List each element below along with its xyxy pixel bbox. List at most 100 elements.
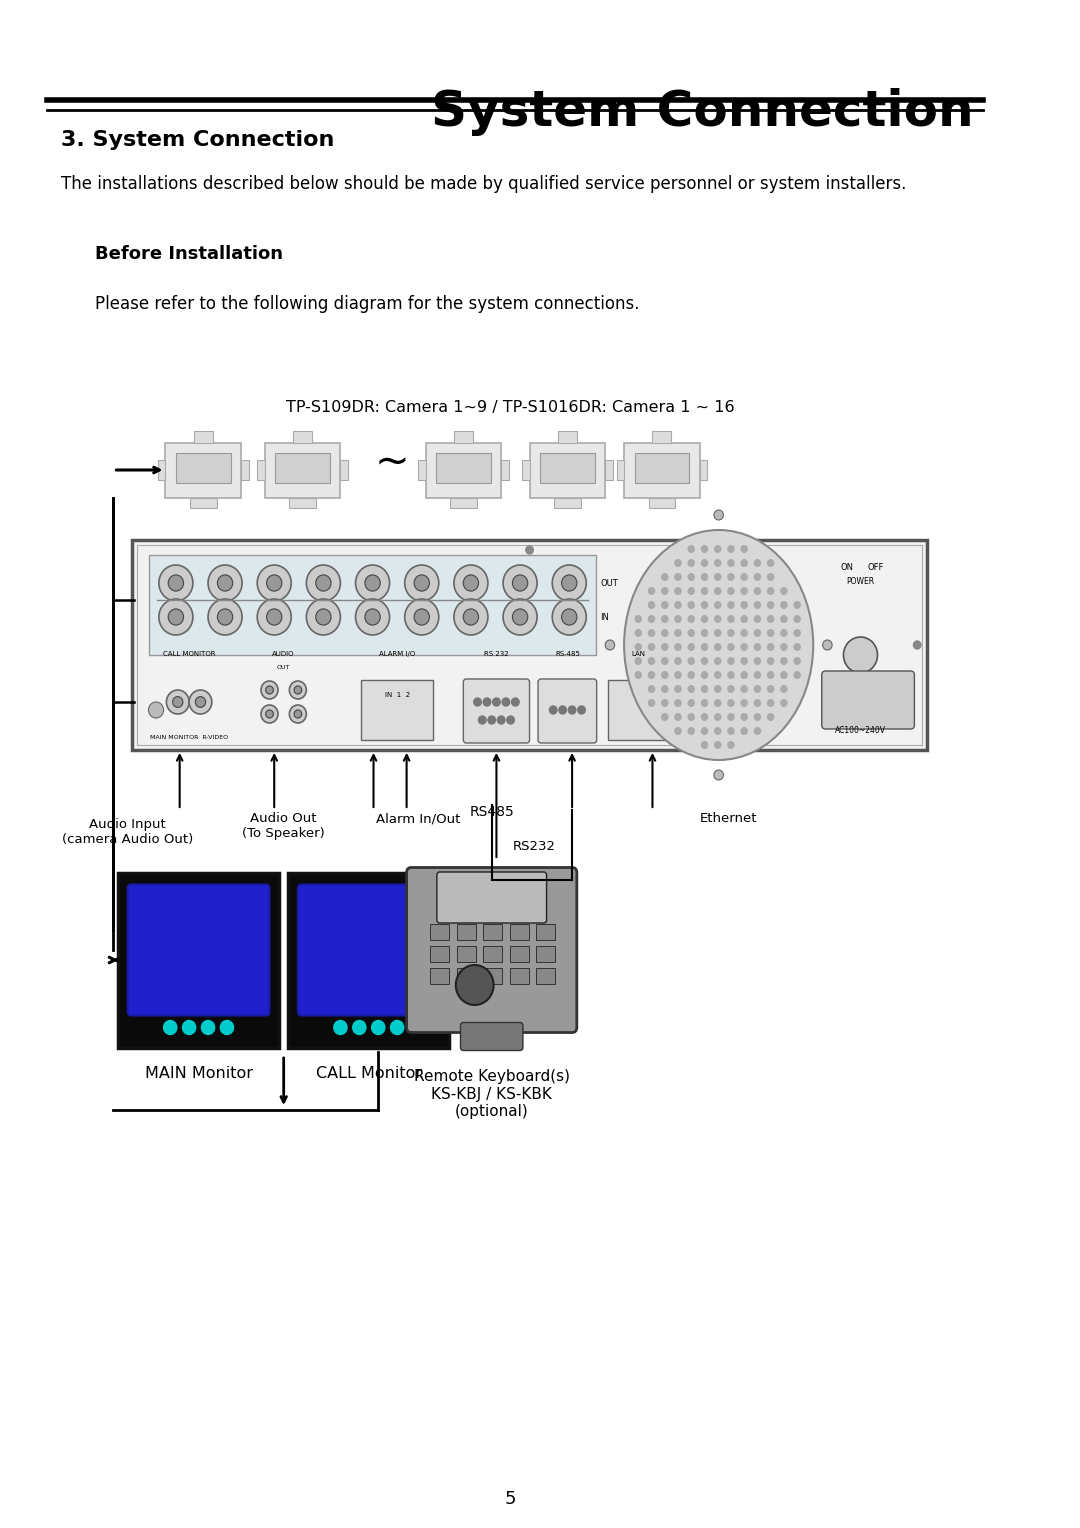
Bar xyxy=(652,431,672,443)
Circle shape xyxy=(674,685,681,694)
Bar xyxy=(426,443,501,498)
Circle shape xyxy=(648,601,656,610)
Bar xyxy=(430,924,449,940)
Circle shape xyxy=(208,565,242,601)
Text: RS485: RS485 xyxy=(470,805,514,819)
Circle shape xyxy=(562,575,577,591)
Circle shape xyxy=(741,671,748,678)
FancyBboxPatch shape xyxy=(463,678,529,743)
Bar xyxy=(540,452,595,483)
Circle shape xyxy=(767,671,774,678)
Text: Remote Keyboard(s)
KS-KBJ / KS-KBK
(optional): Remote Keyboard(s) KS-KBJ / KS-KBK (opti… xyxy=(414,1070,570,1120)
Circle shape xyxy=(741,614,748,623)
Circle shape xyxy=(688,643,696,651)
Circle shape xyxy=(843,637,878,672)
FancyBboxPatch shape xyxy=(298,885,440,1016)
Circle shape xyxy=(767,630,774,637)
Circle shape xyxy=(714,545,721,553)
Circle shape xyxy=(512,698,519,706)
Bar xyxy=(118,872,279,1048)
Bar xyxy=(430,946,449,963)
Circle shape xyxy=(754,573,761,581)
Circle shape xyxy=(173,697,183,707)
Circle shape xyxy=(661,614,669,623)
Circle shape xyxy=(741,573,748,581)
Circle shape xyxy=(353,1021,366,1034)
Circle shape xyxy=(289,704,307,723)
Bar xyxy=(536,969,555,984)
Circle shape xyxy=(741,698,748,707)
Circle shape xyxy=(488,717,496,724)
Circle shape xyxy=(767,643,774,651)
Circle shape xyxy=(168,575,184,591)
Circle shape xyxy=(674,601,681,610)
Circle shape xyxy=(701,643,708,651)
Circle shape xyxy=(727,573,734,581)
Circle shape xyxy=(648,671,656,678)
Bar xyxy=(193,431,213,443)
Circle shape xyxy=(478,717,486,724)
Circle shape xyxy=(454,599,488,636)
Circle shape xyxy=(727,587,734,594)
Circle shape xyxy=(794,614,801,623)
Bar xyxy=(558,431,577,443)
Circle shape xyxy=(767,601,774,610)
Circle shape xyxy=(166,691,189,714)
Bar xyxy=(554,498,581,507)
Circle shape xyxy=(754,614,761,623)
Circle shape xyxy=(183,1021,195,1034)
Circle shape xyxy=(463,575,478,591)
Circle shape xyxy=(767,685,774,694)
Text: Audio Input
(camera Audio Out): Audio Input (camera Audio Out) xyxy=(62,817,193,847)
Circle shape xyxy=(159,599,193,636)
Circle shape xyxy=(552,565,586,601)
Circle shape xyxy=(507,717,514,724)
Text: TP-S109DR: Camera 1~9 / TP-S1016DR: Camera 1 ~ 16: TP-S109DR: Camera 1~9 / TP-S1016DR: Came… xyxy=(286,400,734,416)
Bar xyxy=(483,946,502,963)
Bar xyxy=(288,872,449,1048)
Bar xyxy=(418,460,426,480)
Circle shape xyxy=(701,545,708,553)
Circle shape xyxy=(727,657,734,665)
Circle shape xyxy=(714,559,721,567)
Circle shape xyxy=(688,685,696,694)
Circle shape xyxy=(688,671,696,678)
Circle shape xyxy=(794,630,801,637)
Circle shape xyxy=(661,643,669,651)
Circle shape xyxy=(674,727,681,735)
Circle shape xyxy=(674,559,681,567)
Circle shape xyxy=(605,640,615,649)
Circle shape xyxy=(780,671,787,678)
Circle shape xyxy=(550,706,557,714)
Circle shape xyxy=(701,587,708,594)
Circle shape xyxy=(674,657,681,665)
Bar xyxy=(158,460,165,480)
Text: MAIN MONITOR  R-VIDEO: MAIN MONITOR R-VIDEO xyxy=(150,735,228,740)
Circle shape xyxy=(391,1021,404,1034)
Circle shape xyxy=(661,601,669,610)
Circle shape xyxy=(701,657,708,665)
Text: CALL Monitor: CALL Monitor xyxy=(315,1065,422,1080)
Circle shape xyxy=(405,599,438,636)
Circle shape xyxy=(634,643,643,651)
Circle shape xyxy=(794,601,801,610)
Circle shape xyxy=(334,1021,347,1034)
Bar xyxy=(510,969,528,984)
Circle shape xyxy=(294,686,301,694)
Bar xyxy=(289,498,315,507)
Bar xyxy=(536,924,555,940)
Circle shape xyxy=(688,714,696,721)
Bar xyxy=(483,924,502,940)
Circle shape xyxy=(372,1021,384,1034)
Circle shape xyxy=(780,587,787,594)
Circle shape xyxy=(674,714,681,721)
Circle shape xyxy=(674,671,681,678)
Circle shape xyxy=(661,630,669,637)
Text: POWER: POWER xyxy=(847,578,875,587)
Circle shape xyxy=(688,630,696,637)
Circle shape xyxy=(727,643,734,651)
Circle shape xyxy=(688,545,696,553)
Circle shape xyxy=(914,642,921,649)
Circle shape xyxy=(148,701,163,718)
Circle shape xyxy=(289,681,307,698)
